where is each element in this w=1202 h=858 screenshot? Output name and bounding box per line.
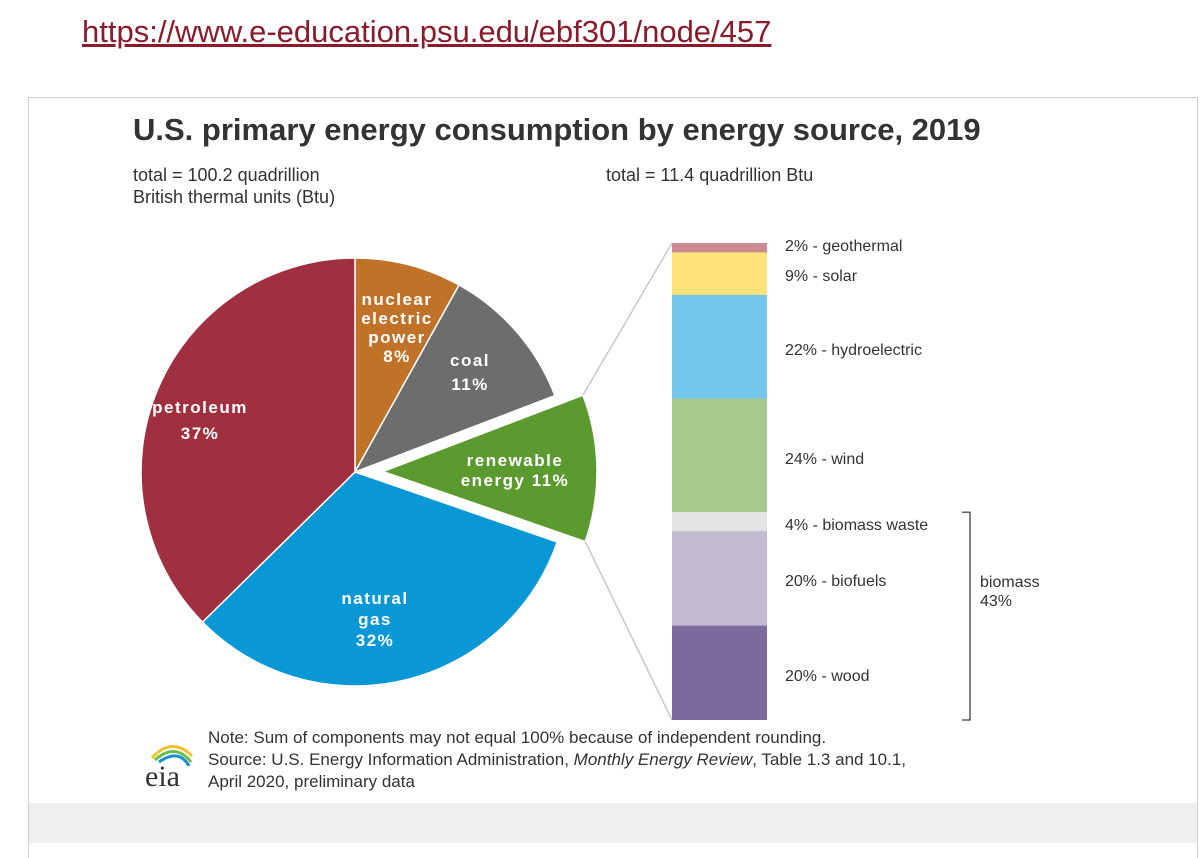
pie-slice-3	[201, 471, 559, 687]
label-line: power	[368, 328, 426, 347]
source-url-link[interactable]: https://www.e-education.psu.edu/ebf301/n…	[82, 14, 772, 49]
label-value: 32%	[355, 631, 395, 650]
logo-swoosh-icon	[150, 745, 194, 766]
bar-segment-4	[672, 512, 767, 532]
label-line: energy 11%	[460, 471, 570, 490]
label-line: nuclear	[361, 290, 433, 309]
pie-slice-2	[380, 394, 598, 543]
label-line: renewable	[466, 451, 564, 470]
bar-label-wood: 20% - wood	[785, 668, 870, 685]
bar-segment-5	[672, 531, 767, 626]
label-line: gas	[358, 610, 392, 629]
slice-label-petroleum: petroleum 37%	[150, 395, 250, 447]
connector-line-bottom	[584, 541, 673, 721]
chart-svg	[140, 242, 971, 721]
label-line: electric	[361, 309, 433, 328]
bar-label-geothermal: 2% - geothermal	[785, 238, 903, 255]
biomass-bracket	[962, 511, 971, 721]
pie-slice-4	[140, 257, 356, 624]
bar-segment-6	[672, 625, 767, 720]
bar-segment-0	[672, 243, 767, 253]
label-value: 37%	[180, 424, 220, 443]
bar-label-hydroelectric: 22% - hydroelectric	[785, 342, 922, 359]
bar-segment-3	[672, 398, 767, 513]
pie-slice-0	[354, 257, 461, 475]
chart-title: U.S. primary energy consumption by energ…	[133, 112, 981, 147]
slice-label-natural-gas: natural gas 32%	[320, 588, 430, 651]
bar-segment-1	[672, 252, 767, 295]
slice-label-renewable: renewable energy 11%	[440, 451, 590, 491]
label-value: 8%	[383, 347, 411, 366]
source-line2: April 2020, preliminary data	[208, 772, 415, 791]
bar-label-solar: 9% - solar	[785, 268, 858, 285]
bar-segment-2	[672, 294, 767, 399]
bar-label-biomass-waste: 4% - biomass waste	[785, 517, 929, 534]
chart-frame	[28, 97, 1198, 858]
source-prefix: Source: U.S. Energy Information Administ…	[208, 750, 574, 769]
connector-line-top	[582, 242, 673, 396]
bar-subtitle: total = 11.4 quadrillion Btu	[606, 165, 814, 185]
pie-subtitle: total = 100.2 quadrillion British therma…	[133, 164, 335, 208]
source-suffix: , Table 1.3 and 10.1,	[752, 750, 907, 769]
label-value: 43%	[980, 593, 1013, 610]
bar-label-biofuels: 20% - biofuels	[785, 573, 887, 590]
label-line: natural	[341, 589, 409, 608]
slice-label-nuclear: nuclear electric power 8%	[352, 290, 442, 366]
pie-subtitle-line: British thermal units (Btu)	[133, 187, 336, 207]
chart-notes: Note: Sum of components may not equal 10…	[208, 727, 906, 793]
pie-subtitle-line: total = 100.2 quadrillion	[133, 165, 320, 185]
eia-logo: eia	[145, 745, 194, 793]
bar-label-wind: 24% - wind	[785, 451, 865, 468]
slice-label-coal: coal 11%	[430, 349, 510, 397]
label-line: biomass	[980, 574, 1040, 591]
source-italic: Monthly Energy Review	[573, 750, 753, 769]
logo-text: eia	[145, 760, 180, 793]
pie-slice-1	[353, 283, 556, 474]
note-text: Note: Sum of components may not equal 10…	[208, 728, 827, 747]
biomass-bracket-label: biomass 43%	[980, 573, 1040, 611]
label-value: 11%	[451, 375, 489, 394]
label-line: coal	[449, 351, 491, 370]
bottom-band	[29, 803, 1197, 843]
label-line: petroleum	[152, 398, 248, 417]
source-text: Source: U.S. Energy Information Administ…	[208, 749, 906, 771]
